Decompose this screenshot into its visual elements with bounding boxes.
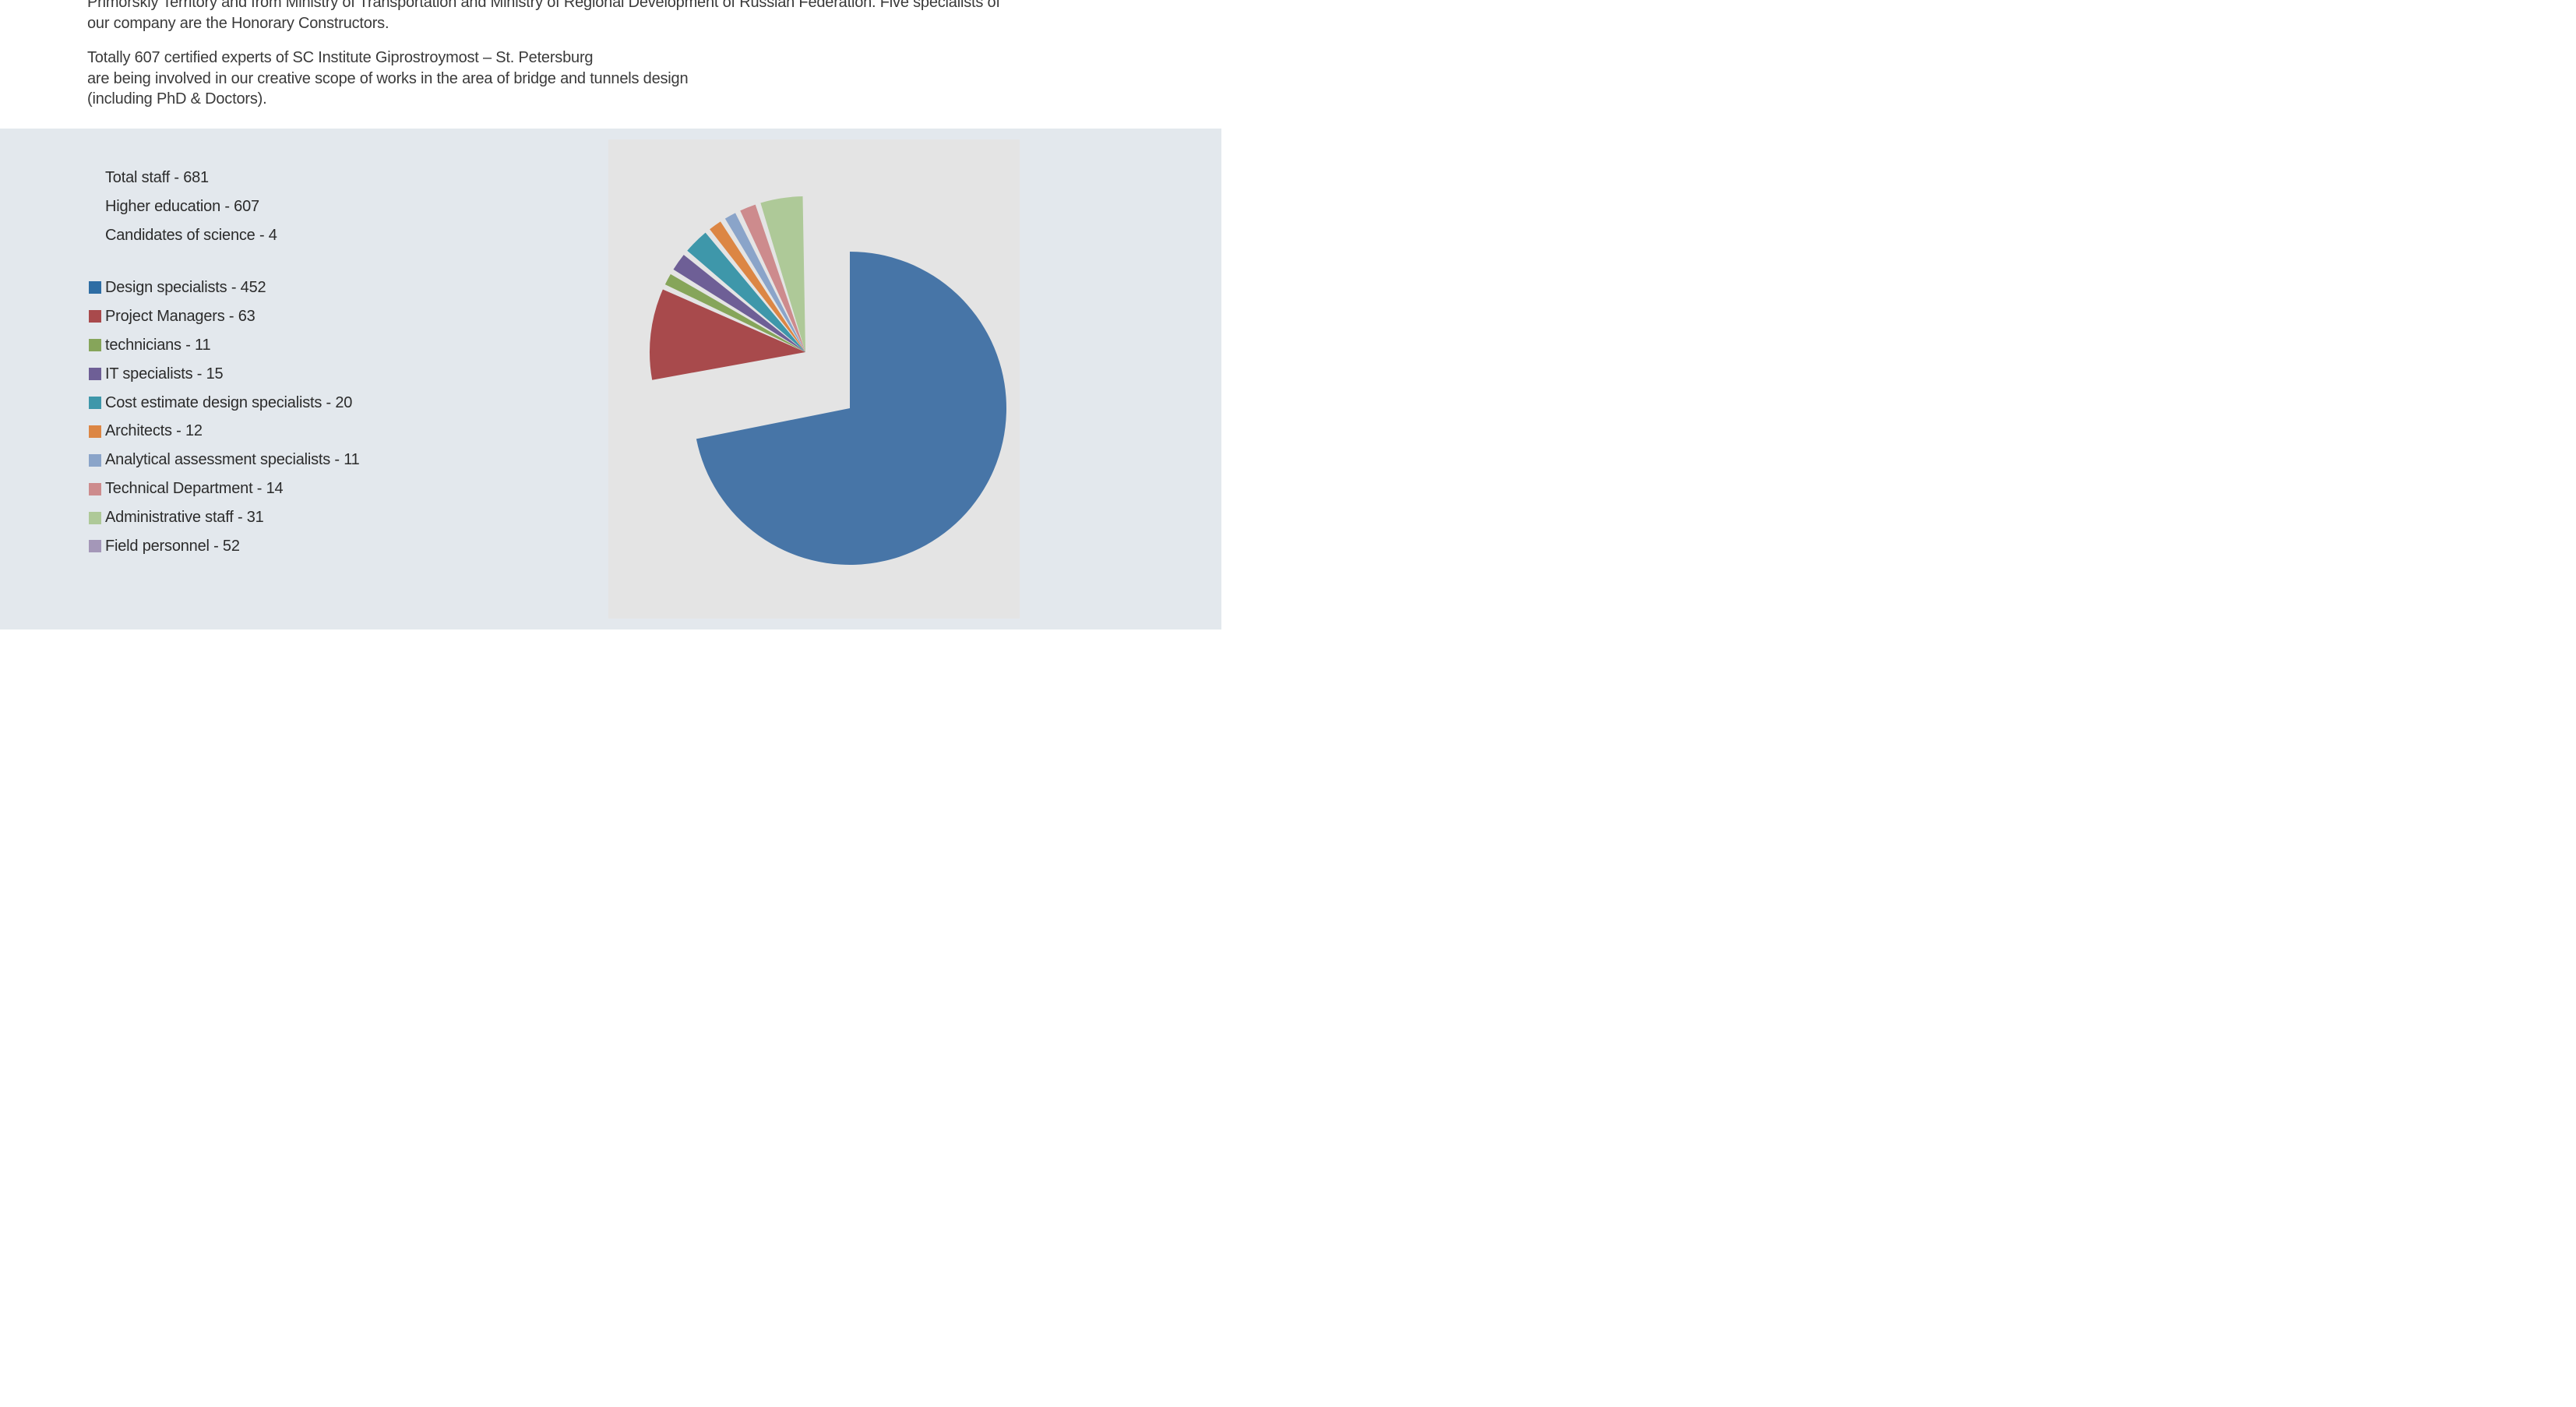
- stat-candidates-of-science: Candidates of science - 4: [105, 227, 277, 244]
- legend-label: Analytical assessment specialists - 11: [105, 451, 360, 469]
- intro-line: Totally 607 certified experts of SC Inst…: [87, 49, 594, 66]
- intro-paragraph-2: Totally 607 certified experts of SC Inst…: [87, 48, 1038, 110]
- legend-item: IT specialists - 15: [89, 360, 360, 389]
- legend-item: technicians - 11: [89, 331, 360, 360]
- legend-label: Design specialists - 452: [105, 278, 266, 296]
- legend-swatch: [89, 540, 101, 553]
- legend-swatch: [89, 310, 101, 323]
- pie-slice-technicians: [664, 273, 805, 352]
- pie-slice-analytical-assessment-specialists: [724, 213, 805, 352]
- chart-legend: Design specialists - 452 Project Manager…: [89, 273, 360, 561]
- legend-swatch: [89, 397, 101, 409]
- legend-swatch: [89, 482, 101, 495]
- intro-line: Primorskiy Territory and from Ministry o…: [87, 0, 1000, 11]
- intro-line: our company are the Honorary Constructor…: [87, 14, 389, 32]
- pie-slice-administrative-staff: [760, 196, 805, 352]
- pie-slice-cost-estimate-design-specialists: [687, 232, 805, 352]
- staff-stats: Total staff - 681 Higher education - 607…: [105, 166, 277, 252]
- legend-label: Field personnel - 52: [105, 537, 240, 555]
- legend-label: Administrative staff - 31: [105, 509, 264, 527]
- pie-slice-project-managers: [649, 289, 805, 380]
- legend-item: Field personnel - 52: [89, 532, 360, 561]
- legend-label: Project Managers - 63: [105, 307, 255, 325]
- legend-label: technicians - 11: [105, 336, 211, 354]
- intro-line: are being involved in our creative scope…: [87, 69, 689, 87]
- legend-item: Cost estimate design specialists - 20: [89, 389, 360, 418]
- legend-swatch: [89, 511, 101, 524]
- legend-swatch: [89, 281, 101, 294]
- legend-label: Cost estimate design specialists - 20: [105, 393, 353, 411]
- stat-higher-education: Higher education - 607: [105, 198, 259, 215]
- legend-swatch: [89, 453, 101, 467]
- legend-swatch: [89, 368, 101, 381]
- legend-item: Project Managers - 63: [89, 302, 360, 331]
- pie-chart-panel: [608, 139, 1020, 619]
- legend-swatch: [89, 425, 101, 438]
- pie-slice-architects: [710, 221, 805, 352]
- legend-item: Administrative staff - 31: [89, 503, 360, 532]
- intro-line: (including PhD & Doctors).: [87, 90, 267, 108]
- pie-slice-technical-department: [740, 204, 805, 352]
- pie-slice-design-specialists: [696, 252, 1007, 565]
- legend-label: IT specialists - 15: [105, 365, 224, 383]
- legend-item: Architects - 12: [89, 417, 360, 446]
- pie-chart: [649, 196, 1007, 565]
- legend-label: Architects - 12: [105, 422, 203, 440]
- legend-item: Analytical assessment specialists - 11: [89, 446, 360, 474]
- intro-paragraph-1: Primorskiy Territory and from Ministry o…: [87, 0, 1038, 34]
- intro-text: Primorskiy Territory and from Ministry o…: [87, 0, 1038, 110]
- legend-label: Technical Department - 14: [105, 480, 284, 498]
- pie-slice-it-specialists: [673, 255, 805, 352]
- stat-total-staff: Total staff - 681: [105, 169, 209, 186]
- legend-swatch: [89, 339, 101, 352]
- legend-item: Design specialists - 452: [89, 273, 360, 302]
- legend-item: Technical Department - 14: [89, 474, 360, 503]
